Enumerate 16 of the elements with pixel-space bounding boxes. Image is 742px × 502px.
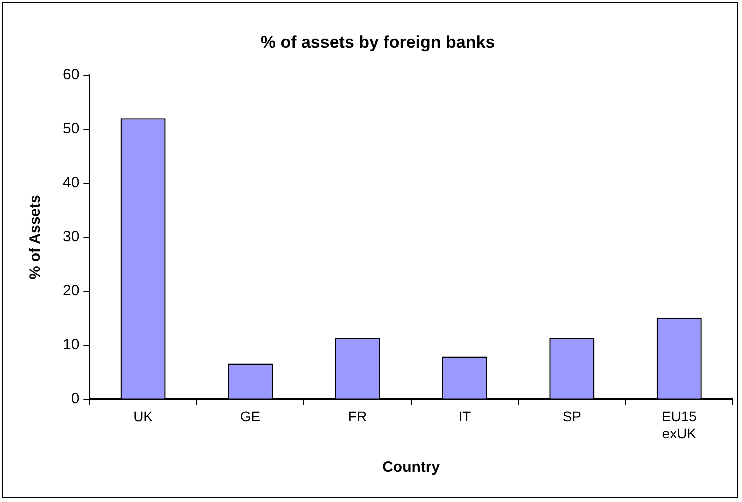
x-tick-label: GE	[240, 408, 261, 425]
y-tick-label: 20	[62, 282, 80, 300]
x-tick-label: IT	[458, 408, 472, 425]
x-tick-label: EU15 exUK	[662, 408, 698, 442]
y-tick-label: 40	[62, 174, 80, 192]
x-axis-title: Country	[382, 459, 441, 476]
x-tick-label: UK	[134, 408, 154, 425]
y-tick-label: 30	[62, 228, 80, 246]
chart-title: % of assets by foreign banks	[260, 32, 496, 52]
y-axis-title: % of Assets	[27, 195, 44, 280]
y-tick-label: 60	[62, 66, 80, 84]
y-tick-label: 0	[71, 390, 80, 408]
y-tick-label: 50	[62, 120, 80, 138]
x-tick-label: SP	[562, 408, 582, 425]
y-tick-label: 10	[62, 336, 80, 354]
x-tick-label: FR	[348, 408, 368, 425]
